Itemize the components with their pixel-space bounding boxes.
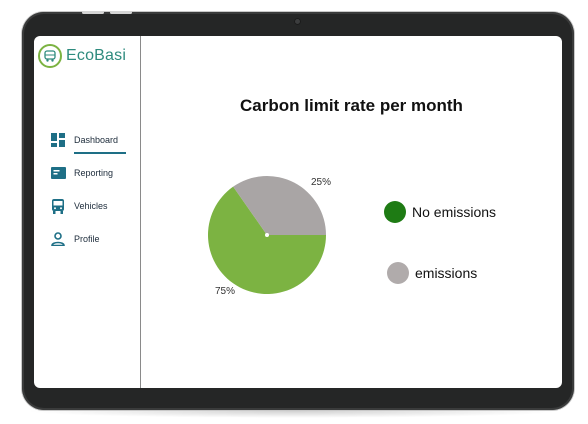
legend-label: emissions bbox=[415, 265, 478, 281]
profile-icon bbox=[50, 231, 66, 247]
bus-icon bbox=[50, 198, 66, 214]
pie-center-dot bbox=[265, 233, 269, 237]
sidebar-item-label: Reporting bbox=[74, 168, 114, 178]
dashboard-icon bbox=[50, 132, 66, 148]
volume-button bbox=[110, 11, 132, 14]
report-icon bbox=[50, 165, 66, 181]
sidebar-item-vehicles[interactable]: Vehicles bbox=[50, 198, 108, 214]
sidebar-item-dashboard[interactable]: Dashboard bbox=[50, 132, 118, 148]
legend-swatch bbox=[387, 262, 409, 284]
legend-swatch bbox=[384, 201, 406, 223]
main-content: Carbon limit rate per month 75% 25% No em… bbox=[141, 36, 562, 388]
sidebar-item-label: Dashboard bbox=[74, 135, 119, 145]
app-logo[interactable]: EcoBasi bbox=[38, 44, 126, 68]
pie-slice-label: 25% bbox=[311, 177, 331, 188]
camera-icon bbox=[294, 18, 301, 25]
sidebar-item-label: Profile bbox=[74, 234, 100, 244]
pie-slice-emissions bbox=[233, 176, 326, 235]
pie-slice-label: 75% bbox=[215, 286, 235, 297]
sidebar-item-label: Vehicles bbox=[74, 201, 108, 211]
app-name: EcoBasi bbox=[66, 47, 127, 64]
sidebar: EcoBasi Dashboard bbox=[34, 36, 141, 388]
sidebar-item-profile[interactable]: Profile bbox=[50, 231, 100, 247]
leaf-bus-logo-icon bbox=[38, 44, 62, 68]
pie-slice-no-emissions bbox=[208, 186, 326, 295]
legend-item-no-emissions: No emissions bbox=[384, 201, 496, 223]
sidebar-item-reporting[interactable]: Reporting bbox=[50, 165, 113, 181]
legend-item-emissions: emissions bbox=[387, 262, 477, 284]
active-tab-indicator bbox=[74, 152, 126, 154]
pie-chart: 75% 25% bbox=[208, 176, 331, 297]
legend-label: No emissions bbox=[412, 204, 497, 220]
tablet-frame: EcoBasi Dashboard bbox=[22, 11, 574, 410]
chart-title: Carbon limit rate per month bbox=[240, 96, 463, 115]
volume-button bbox=[82, 11, 104, 14]
app-screen: EcoBasi Dashboard bbox=[34, 36, 562, 388]
